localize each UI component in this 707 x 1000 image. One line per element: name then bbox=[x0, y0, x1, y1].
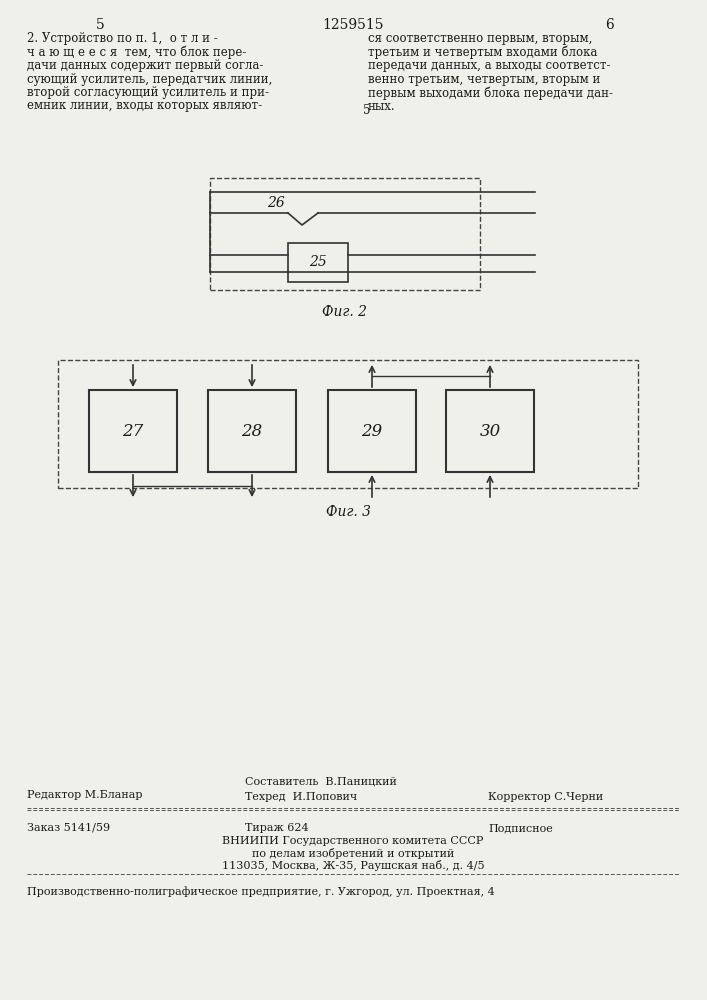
Bar bbox=[208, 390, 296, 472]
Text: Производственно-полиграфическое предприятие, г. Ужгород, ул. Проектная, 4: Производственно-полиграфическое предприя… bbox=[27, 886, 495, 897]
Bar bbox=[328, 390, 416, 472]
Text: ч а ю щ е е с я  тем, что блок пере-: ч а ю щ е е с я тем, что блок пере- bbox=[27, 45, 246, 59]
Text: Редактор М.Бланар: Редактор М.Бланар bbox=[27, 790, 143, 800]
Text: 6: 6 bbox=[606, 18, 614, 32]
Text: Тираж 624: Тираж 624 bbox=[245, 823, 309, 833]
Text: Корректор С.Черни: Корректор С.Черни bbox=[488, 792, 603, 802]
Text: ВНИИПИ Государственного комитета СССР: ВНИИПИ Государственного комитета СССР bbox=[222, 836, 484, 846]
Text: емник линии, входы которых являют-: емник линии, входы которых являют- bbox=[27, 100, 262, 112]
Text: 28: 28 bbox=[241, 422, 262, 440]
Bar bbox=[288, 243, 348, 282]
Text: венно третьим, четвертым, вторым и: венно третьим, четвертым, вторым и bbox=[368, 73, 600, 86]
Bar bbox=[58, 360, 638, 488]
Text: Подписное: Подписное bbox=[488, 823, 553, 833]
Text: 29: 29 bbox=[361, 422, 382, 440]
Text: 1259515: 1259515 bbox=[322, 18, 384, 32]
Text: 2. Устройство по п. 1,  о т л и -: 2. Устройство по п. 1, о т л и - bbox=[27, 32, 218, 45]
Text: Заказ 5141/59: Заказ 5141/59 bbox=[27, 823, 110, 833]
Text: дачи данных содержит первый согла-: дачи данных содержит первый согла- bbox=[27, 59, 264, 72]
Text: 30: 30 bbox=[479, 422, 501, 440]
Text: Техред  И.Попович: Техред И.Попович bbox=[245, 792, 357, 802]
Text: Составитель  В.Паницкий: Составитель В.Паницкий bbox=[245, 777, 397, 787]
Text: 5: 5 bbox=[363, 104, 370, 117]
Text: Фиг. 3: Фиг. 3 bbox=[325, 505, 370, 519]
Text: 113035, Москва, Ж-35, Раушская наб., д. 4/5: 113035, Москва, Ж-35, Раушская наб., д. … bbox=[222, 860, 484, 871]
Text: сующий усилитель, передатчик линии,: сующий усилитель, передатчик линии, bbox=[27, 73, 272, 86]
Text: 25: 25 bbox=[309, 255, 327, 269]
Text: ся соответственно первым, вторым,: ся соответственно первым, вторым, bbox=[368, 32, 592, 45]
Text: передачи данных, а выходы соответст-: передачи данных, а выходы соответст- bbox=[368, 59, 611, 72]
Text: по делам изобретений и открытий: по делам изобретений и открытий bbox=[252, 848, 454, 859]
Text: 5: 5 bbox=[95, 18, 105, 32]
Text: первым выходами блока передачи дан-: первым выходами блока передачи дан- bbox=[368, 86, 613, 100]
Bar bbox=[89, 390, 177, 472]
Text: третьим и четвертым входами блока: третьим и четвертым входами блока bbox=[368, 45, 597, 59]
Bar bbox=[210, 178, 480, 290]
Text: 26: 26 bbox=[267, 196, 285, 210]
Text: Фиг. 2: Фиг. 2 bbox=[322, 305, 368, 319]
Bar bbox=[446, 390, 534, 472]
Text: ных.: ных. bbox=[368, 100, 396, 112]
Text: 27: 27 bbox=[122, 422, 144, 440]
Text: второй согласующий усилитель и при-: второй согласующий усилитель и при- bbox=[27, 86, 269, 99]
